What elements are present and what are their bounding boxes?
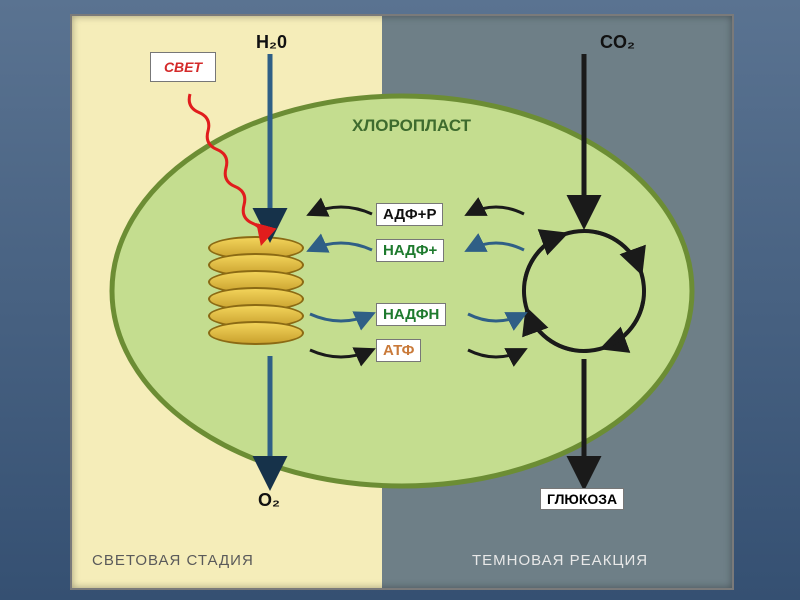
diagram-frame: СВЕТ ХЛОРОПЛАСТ H₂0 O₂ CO₂ ГЛЮКОЗА АДФ+Р… [70, 14, 734, 590]
o2-label: O₂ [258, 490, 280, 511]
h2o-label: H₂0 [256, 32, 287, 53]
right-caption: ТЕМНОВАЯ РЕАКЦИЯ [472, 552, 648, 569]
diagram-root: СВЕТ ХЛОРОПЛАСТ H₂0 O₂ CO₂ ГЛЮКОЗА АДФ+Р… [0, 0, 800, 600]
light-label-box: СВЕТ [150, 52, 216, 82]
arrows-layer [72, 16, 732, 588]
left-caption: СВЕТОВАЯ СТАДИЯ [92, 552, 254, 569]
mol-nadph: НАДФН [376, 303, 446, 326]
glucose-label: ГЛЮКОЗА [547, 491, 617, 507]
co2-label: CO₂ [600, 32, 635, 53]
mol-adp: АДФ+Р [376, 203, 443, 226]
chloroplast-label: ХЛОРОПЛАСТ [352, 116, 471, 136]
mol-nadp: НАДФ+ [376, 239, 444, 262]
mol-atp: АТФ [376, 339, 421, 362]
glucose-label-box: ГЛЮКОЗА [540, 488, 624, 510]
light-label: СВЕТ [164, 59, 202, 75]
